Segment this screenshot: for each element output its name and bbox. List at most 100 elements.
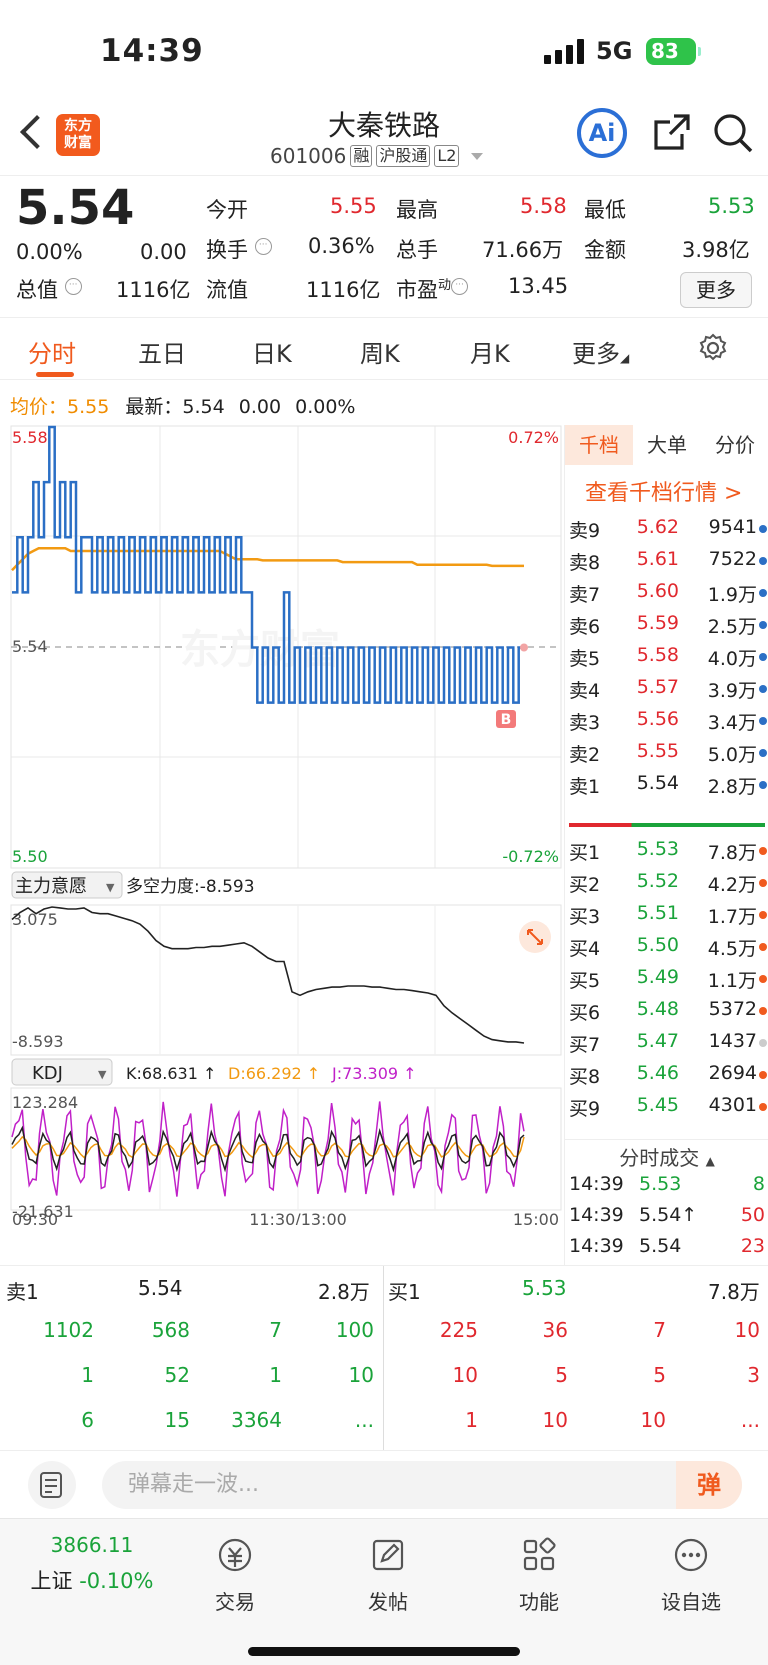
- caret-icon: ◢: [620, 351, 630, 365]
- sell-queue-cell: ...: [354, 1408, 374, 1432]
- bid-price: 5.49: [636, 966, 679, 988]
- kdj-j-line: [11, 1101, 525, 1197]
- index-name: 上证: [30, 1569, 73, 1593]
- bid-dot-icon: [759, 1103, 767, 1111]
- ask-row[interactable]: 卖5 5.58 4.0万: [569, 639, 767, 673]
- chevron-down-icon[interactable]: [471, 152, 484, 160]
- gear-icon[interactable]: [698, 333, 728, 363]
- bid-level-label: 买3: [569, 906, 601, 928]
- kdj-k-text: K:68.631 ↑: [126, 1064, 216, 1083]
- logo-text-1: 东方: [64, 118, 92, 134]
- tab-intraday[interactable]: 分时: [28, 340, 76, 368]
- ask-row[interactable]: 卖1 5.54 2.8万: [569, 767, 767, 801]
- ask-row[interactable]: 卖9 5.62 9541: [569, 511, 767, 545]
- info-icon[interactable]: ···: [64, 278, 82, 295]
- ask-price: 5.59: [636, 612, 679, 634]
- bid-row[interactable]: 买8 5.46 2694: [569, 1057, 767, 1091]
- bid-row[interactable]: 买9 5.45 4301: [569, 1089, 767, 1123]
- order-book-panel: 千档 大单 分价 查看千档行情 > 卖9 5.62 9541 卖8 5.61 7522 卖7…: [564, 425, 768, 1265]
- bid-row[interactable]: 买6 5.48 5372: [569, 993, 767, 1027]
- nav-watchlist[interactable]: 设自选: [636, 1535, 746, 1615]
- y-label-bottom: 5.50: [12, 847, 48, 866]
- latest-value: 5.54: [182, 396, 225, 418]
- tab-more[interactable]: 更多◢: [572, 334, 629, 369]
- open-label: 今开: [206, 198, 248, 222]
- ask-row[interactable]: 卖6 5.59 2.5万: [569, 607, 767, 641]
- ask-row[interactable]: 卖8 5.61 7522: [569, 543, 767, 577]
- x-label-open: 09:30: [12, 1210, 58, 1225]
- indicator1-top: 3.075: [12, 910, 58, 929]
- stock-subtitle[interactable]: 601006 融 沪股通 L2: [270, 144, 484, 168]
- mktcap-label-text: 总值: [16, 278, 58, 302]
- kdj-name: KDJ: [32, 1063, 63, 1084]
- kdj-caret: ▼: [98, 1068, 107, 1081]
- queue-sell-label: 卖1: [6, 1280, 39, 1304]
- ask-dot-icon: [759, 717, 767, 725]
- indicator1-name: 主力意愿: [15, 876, 87, 897]
- bid-price: 5.48: [636, 998, 679, 1020]
- more-button[interactable]: 更多: [680, 272, 752, 308]
- caret-up-icon: ▲: [705, 1154, 715, 1168]
- x-label-mid: 11:30/13:00: [249, 1210, 347, 1225]
- ask-volume: 3.4万: [707, 712, 757, 734]
- bid-row[interactable]: 买2 5.52 4.2万: [569, 865, 767, 899]
- floatcap-value: 1116亿: [306, 278, 381, 302]
- bid-row[interactable]: 买5 5.49 1.1万: [569, 961, 767, 995]
- nav-trade[interactable]: 交易: [180, 1535, 290, 1615]
- x-label-close: 15:00: [513, 1210, 559, 1225]
- note-icon[interactable]: [28, 1461, 76, 1509]
- bid-level-label: 买6: [569, 1002, 601, 1024]
- tab-price-dist[interactable]: 分价: [715, 433, 755, 457]
- ask-level-label: 卖6: [569, 616, 601, 638]
- sell-queue-cell: 6: [81, 1408, 94, 1432]
- nav-functions[interactable]: 功能: [484, 1535, 594, 1615]
- search-icon[interactable]: [712, 112, 754, 154]
- bid-volume: 4301: [708, 1094, 757, 1116]
- latest-pct: 0.00%: [295, 396, 356, 418]
- avg-value: 5.55: [67, 396, 110, 418]
- bid-level-label: 买5: [569, 970, 601, 992]
- tab-daily[interactable]: 日K: [252, 340, 292, 368]
- ask-row[interactable]: 卖2 5.55 5.0万: [569, 735, 767, 769]
- intraday-chart[interactable]: 东方财富 5.58 5.54 5.50 0.72% -0.72% B 主力意愿 ▼ 多空力度:-…: [10, 425, 562, 1225]
- ask-row[interactable]: 卖3 5.56 3.4万: [569, 703, 767, 737]
- danmu-button[interactable]: 弹: [676, 1461, 742, 1509]
- bid-row[interactable]: 买4 5.50 4.5万: [569, 929, 767, 963]
- buy-queue-cell: 225: [439, 1318, 478, 1342]
- bid-row[interactable]: 买7 5.47 1437: [569, 1025, 767, 1059]
- info-icon[interactable]: ···: [254, 238, 272, 255]
- bottom-nav: 3866.11 上证 -0.10% 交易 发帖 功能 设自选: [0, 1518, 768, 1665]
- bid-volume: 4.2万: [707, 874, 757, 896]
- ask-level-label: 卖8: [569, 552, 601, 574]
- buy-queue-cell: ...: [740, 1408, 760, 1432]
- latest-label: 最新：: [125, 396, 183, 418]
- low-value: 5.53: [708, 194, 755, 218]
- info-icon[interactable]: ···: [451, 278, 469, 295]
- ask-level-label: 卖4: [569, 680, 601, 702]
- tab-5day[interactable]: 五日: [138, 340, 186, 368]
- bid-row[interactable]: 买1 5.53 7.8万: [569, 833, 767, 867]
- back-icon[interactable]: [20, 115, 54, 149]
- index-ticker[interactable]: 3866.11 上证 -0.10%: [22, 1533, 162, 1595]
- share-icon[interactable]: [652, 112, 692, 152]
- nav-post[interactable]: 发帖: [333, 1535, 443, 1615]
- bid-row[interactable]: 买3 5.51 1.7万: [569, 897, 767, 931]
- ai-button[interactable]: Ai: [577, 108, 627, 158]
- view-depth-link[interactable]: 查看千档行情 >: [585, 481, 743, 506]
- tab-monthly[interactable]: 月K: [470, 340, 510, 368]
- tab-big-orders[interactable]: 大单: [647, 433, 687, 457]
- nav-trade-label: 交易: [215, 1590, 255, 1614]
- trade-time: 14:39: [569, 1204, 624, 1226]
- danmu-input[interactable]: 弹幕走一波...: [102, 1461, 742, 1509]
- ask-row[interactable]: 卖7 5.60 1.9万: [569, 575, 767, 609]
- buy-queue-cell: 36: [542, 1318, 568, 1342]
- signal-icon: [544, 38, 586, 64]
- trades-header[interactable]: 分时成交 ▲: [565, 1139, 768, 1171]
- tab-weekly[interactable]: 周K: [360, 340, 400, 368]
- tab-depth[interactable]: 千档: [565, 425, 633, 465]
- ask-row[interactable]: 卖4 5.57 3.9万: [569, 671, 767, 705]
- buy-queue-cell: 1: [465, 1408, 478, 1432]
- bid-price: 5.52: [636, 870, 679, 892]
- volume-label: 总手: [396, 238, 438, 262]
- ask-price: 5.55: [636, 740, 679, 762]
